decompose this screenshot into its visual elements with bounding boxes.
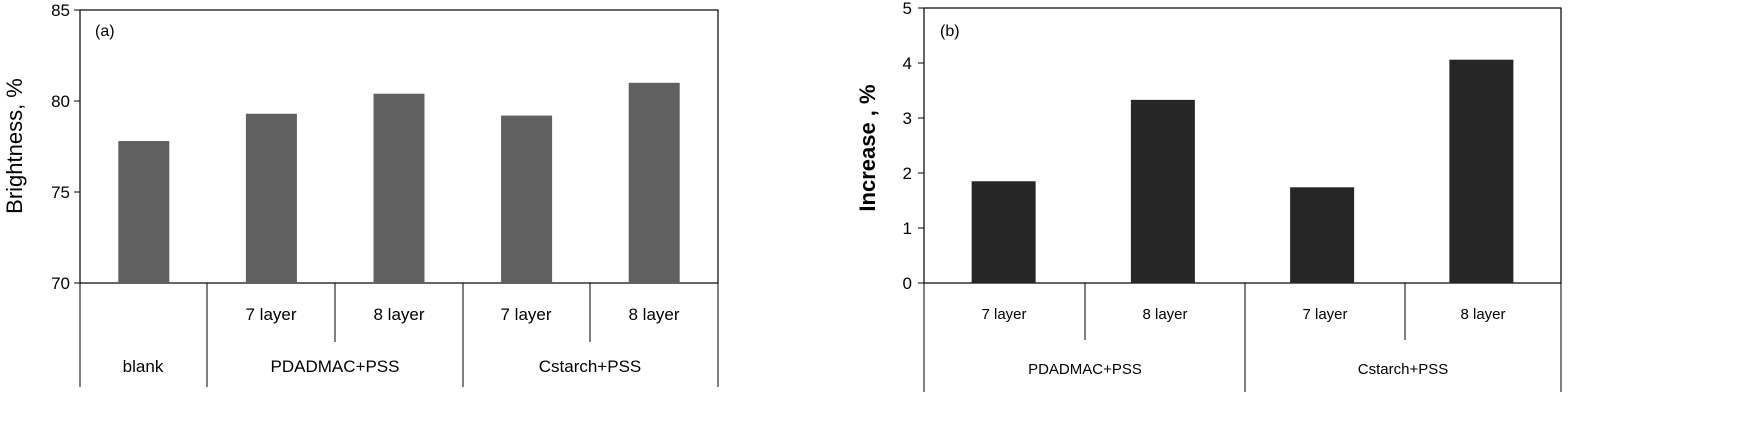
category-label: 7 layer [500, 305, 551, 324]
y-axis-label-b: Increase , % [855, 84, 880, 211]
category-label: 8 layer [1142, 306, 1187, 323]
panel-label-b: (b) [940, 23, 960, 40]
category-label: 8 layer [1460, 306, 1505, 323]
group-label: PDADMAC+PSS [1028, 361, 1142, 378]
group-label: Cstarch+PSS [539, 357, 642, 376]
category-label: 7 layer [245, 305, 296, 324]
y-tick-label: 1 [903, 219, 912, 238]
bar [1130, 99, 1195, 283]
y-tick-label: 2 [903, 164, 912, 183]
category-label: 7 layer [981, 306, 1026, 323]
y-tick-label: 0 [903, 274, 912, 293]
bar [501, 115, 553, 283]
plot-frame-b [923, 7, 1562, 284]
y-axis-label-a: Brightness, % [2, 78, 27, 214]
group-label: PDADMAC+PSS [271, 357, 400, 376]
y-tick-label: 75 [51, 183, 70, 202]
group-label: Cstarch+PSS [1358, 361, 1448, 378]
bars-a [118, 82, 680, 284]
y-tick-label: 85 [51, 1, 70, 20]
bar [118, 141, 170, 283]
bar [373, 93, 425, 283]
chart-b: (b) 0 1 2 3 4 5 Increase , % 7 layer 8 l… [855, 0, 1562, 392]
category-label: 7 layer [1302, 306, 1347, 323]
y-tick-label: 5 [903, 0, 912, 18]
bar [245, 113, 297, 284]
y-tick-label: 3 [903, 109, 912, 128]
y-axis-b: 0 1 2 3 4 5 [903, 0, 924, 293]
y-tick-label: 70 [51, 274, 70, 293]
y-tick-label: 80 [51, 92, 70, 111]
bar [1449, 59, 1514, 284]
y-axis-a: 70 75 80 85 [51, 1, 80, 293]
chart-a: (a) 70 75 80 85 Brightness, % 7 layer 8 … [2, 1, 719, 387]
category-label: 8 layer [628, 305, 679, 324]
group-label: blank [123, 357, 164, 376]
y-tick-label: 4 [903, 54, 912, 73]
bar [628, 82, 680, 283]
bar [971, 181, 1036, 283]
bars-b [971, 59, 1514, 284]
category-label: 8 layer [373, 305, 424, 324]
bar [1290, 187, 1355, 283]
panel-label-a: (a) [95, 23, 115, 40]
